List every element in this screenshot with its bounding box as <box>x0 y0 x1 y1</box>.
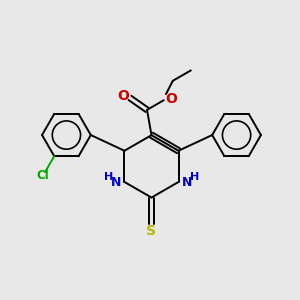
Text: H: H <box>104 172 113 182</box>
Text: N: N <box>182 176 192 189</box>
Text: H: H <box>190 172 199 182</box>
Text: S: S <box>146 224 157 239</box>
Text: O: O <box>118 89 129 103</box>
Text: Cl: Cl <box>36 169 49 182</box>
Text: O: O <box>165 92 177 106</box>
Text: N: N <box>111 176 121 189</box>
